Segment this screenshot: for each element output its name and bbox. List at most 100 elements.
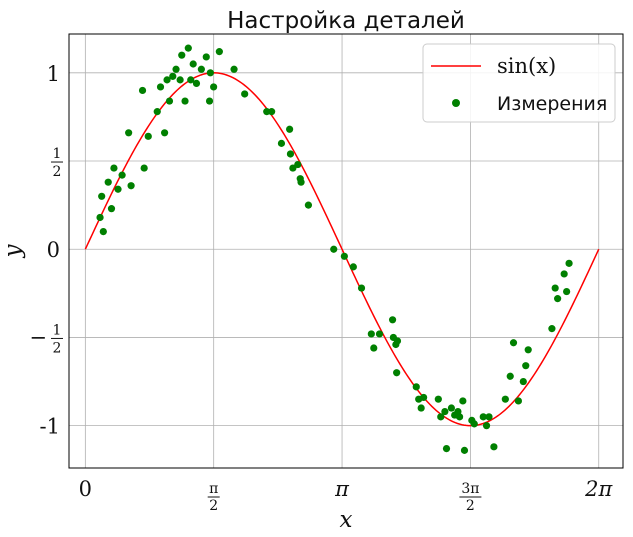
measurement-point <box>241 90 249 98</box>
measurement-point <box>375 330 384 338</box>
measurement-point <box>172 65 180 73</box>
measurement-point <box>268 108 276 116</box>
measurement-point <box>548 325 556 333</box>
measurement-point <box>206 69 214 77</box>
measurement-point <box>99 227 107 236</box>
x-tick-label: π <box>334 477 350 501</box>
measurement-point <box>479 413 487 421</box>
measurement-point <box>197 65 205 73</box>
measurement-point <box>277 139 286 147</box>
chart-title: Настройка деталей <box>227 8 465 34</box>
measurement-point <box>563 287 571 296</box>
measurement-point <box>176 76 184 84</box>
measurement-point <box>297 178 305 186</box>
measurement-point <box>420 393 428 402</box>
measurement-point <box>565 259 573 267</box>
measurement-point <box>447 404 456 412</box>
plot-frame <box>68 33 624 469</box>
y-tick-label: 0 <box>47 238 60 262</box>
measurement-point <box>482 422 491 430</box>
legend: sin(x) Измерения <box>422 43 616 123</box>
measurement-point <box>144 132 152 140</box>
measurement-point <box>156 83 165 91</box>
measurement-point <box>205 97 214 105</box>
x-tick-label: 3π2 <box>459 481 482 514</box>
x-tick-denominator: 2 <box>209 498 218 514</box>
measurement-point <box>340 252 348 260</box>
measurement-point <box>140 164 148 172</box>
points-layer <box>96 44 573 454</box>
y-tick-text: 0 <box>47 238 60 262</box>
measurement-point <box>501 395 509 403</box>
measurement-point <box>181 97 189 105</box>
measurement-point <box>178 51 186 59</box>
measurement-point <box>455 413 464 421</box>
measurement-point <box>114 185 122 193</box>
measurement-point <box>442 444 451 453</box>
measurement-point <box>551 284 559 292</box>
x-tick-numerator: 3π <box>461 481 479 497</box>
measurement-point <box>506 372 514 380</box>
x-tick-denominator: 2 <box>466 498 475 514</box>
measurement-point <box>163 76 171 84</box>
y-tick-label: 1 <box>47 62 60 86</box>
measurement-point <box>210 83 218 91</box>
measurement-point <box>127 182 135 190</box>
x-tick-label: 2π <box>584 477 613 501</box>
y-tick-label: 12 <box>51 146 63 180</box>
legend-label-measurements: Измерения <box>497 93 607 115</box>
measurement-point <box>393 337 402 345</box>
measurement-point <box>412 383 420 391</box>
measurement-point <box>96 213 104 222</box>
y-tick-label: −1 2 <box>29 322 63 356</box>
measurement-point <box>98 192 106 200</box>
x-tick-numerator: π <box>209 481 218 497</box>
measurement-point <box>165 97 174 105</box>
y-tick-text: 1 <box>47 62 60 86</box>
measurement-point <box>161 129 169 137</box>
measurement-point <box>393 369 401 377</box>
y-tick-sign: − <box>29 325 47 349</box>
legend-label-sin: sin(x) <box>497 54 556 78</box>
measurement-point <box>187 76 195 84</box>
measurement-point <box>153 108 161 116</box>
measurement-point <box>459 397 467 405</box>
measurement-point <box>215 48 223 56</box>
x-tick-label: π2 <box>207 481 220 514</box>
measurement-point <box>104 178 112 186</box>
measurement-point <box>485 413 493 421</box>
measurement-point <box>138 86 147 95</box>
measurement-point <box>192 79 201 87</box>
measurement-point <box>286 150 295 158</box>
measurement-point <box>357 284 366 292</box>
measurement-point <box>189 60 197 68</box>
measurement-point <box>367 330 375 338</box>
y-tick-numerator: 1 <box>53 146 62 162</box>
measurement-point <box>417 404 425 412</box>
measurement-point <box>286 125 294 133</box>
measurement-point <box>330 245 338 253</box>
y-tick-denominator: 2 <box>53 340 62 356</box>
measurement-point <box>349 263 357 271</box>
measurement-point <box>388 316 397 324</box>
measurement-point <box>107 205 116 213</box>
curve-layer <box>84 72 600 427</box>
measurement-point <box>524 346 532 354</box>
measurement-point <box>169 72 177 80</box>
measurement-point <box>437 413 445 421</box>
measurement-point <box>110 164 118 172</box>
measurement-point <box>441 407 449 416</box>
measurement-point <box>184 44 192 52</box>
x-tick-text: π <box>334 477 350 501</box>
x-tick-text: 0 <box>79 477 92 501</box>
measurement-point <box>509 339 518 347</box>
measurement-point <box>522 362 530 370</box>
y-tick-label: -1 <box>40 415 60 439</box>
measurement-point <box>304 201 313 209</box>
measurement-point <box>370 344 378 352</box>
measurement-point <box>514 397 523 405</box>
measurement-point <box>230 65 238 73</box>
measurement-point <box>490 443 498 451</box>
